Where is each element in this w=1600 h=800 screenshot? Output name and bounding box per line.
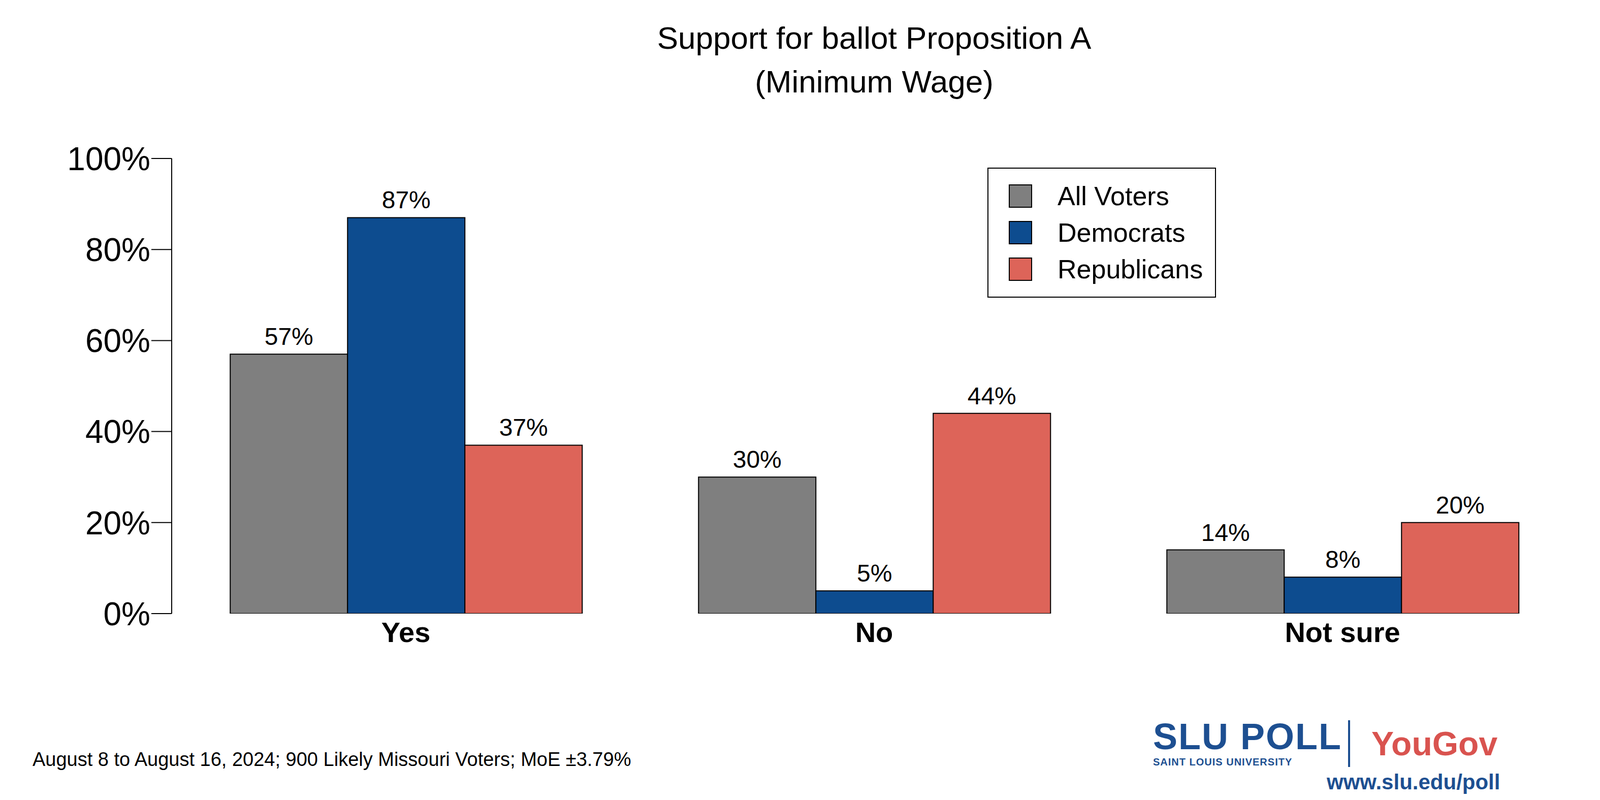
html-text:(Minimum Wage): (Minimum Wage)	[754, 64, 994, 100]
html-text:YouGov: YouGov	[1371, 724, 1498, 763]
svg-text:5%: 5%	[856, 559, 892, 587]
svg-text:0%: 0%	[103, 595, 151, 633]
svg-text:Yes: Yes	[381, 616, 431, 649]
svg-text:20%: 20%	[1435, 491, 1485, 519]
svg-text:44%: 44%	[967, 382, 1017, 410]
svg-text:20%: 20%	[85, 504, 151, 542]
svg-text:57%: 57%	[264, 323, 314, 350]
svg-text:Not sure: Not sure	[1284, 616, 1400, 649]
html-text:SAINT LOUIS UNIVERSITY: SAINT LOUIS UNIVERSITY	[1153, 756, 1293, 768]
html-text:Republicans: Republicans	[1057, 254, 1203, 284]
html-text:August 8 to August 16, 2024; 9: August 8 to August 16, 2024; 900 Likely …	[32, 748, 632, 771]
html-text:www.slu.edu/poll: www.slu.edu/poll	[1326, 770, 1501, 794]
svg-text:40%: 40%	[85, 413, 151, 451]
html-text:SLU POLL: SLU POLL	[1153, 716, 1342, 757]
html-text:All Voters: All Voters	[1057, 181, 1170, 211]
svg-text:30%: 30%	[732, 445, 782, 473]
svg-text:100%: 100%	[67, 140, 151, 178]
svg-text:37%: 37%	[499, 413, 549, 441]
svg-text:87%: 87%	[381, 186, 431, 214]
svg-text:80%: 80%	[85, 231, 151, 269]
svg-text:No: No	[855, 616, 894, 649]
svg-text:8%: 8%	[1325, 546, 1361, 573]
html-text:Support for ballot Proposition: Support for ballot Proposition A	[657, 20, 1092, 56]
svg-text:60%: 60%	[85, 322, 151, 360]
svg-text:14%: 14%	[1201, 519, 1251, 547]
html-text:Democrats: Democrats	[1057, 217, 1186, 248]
